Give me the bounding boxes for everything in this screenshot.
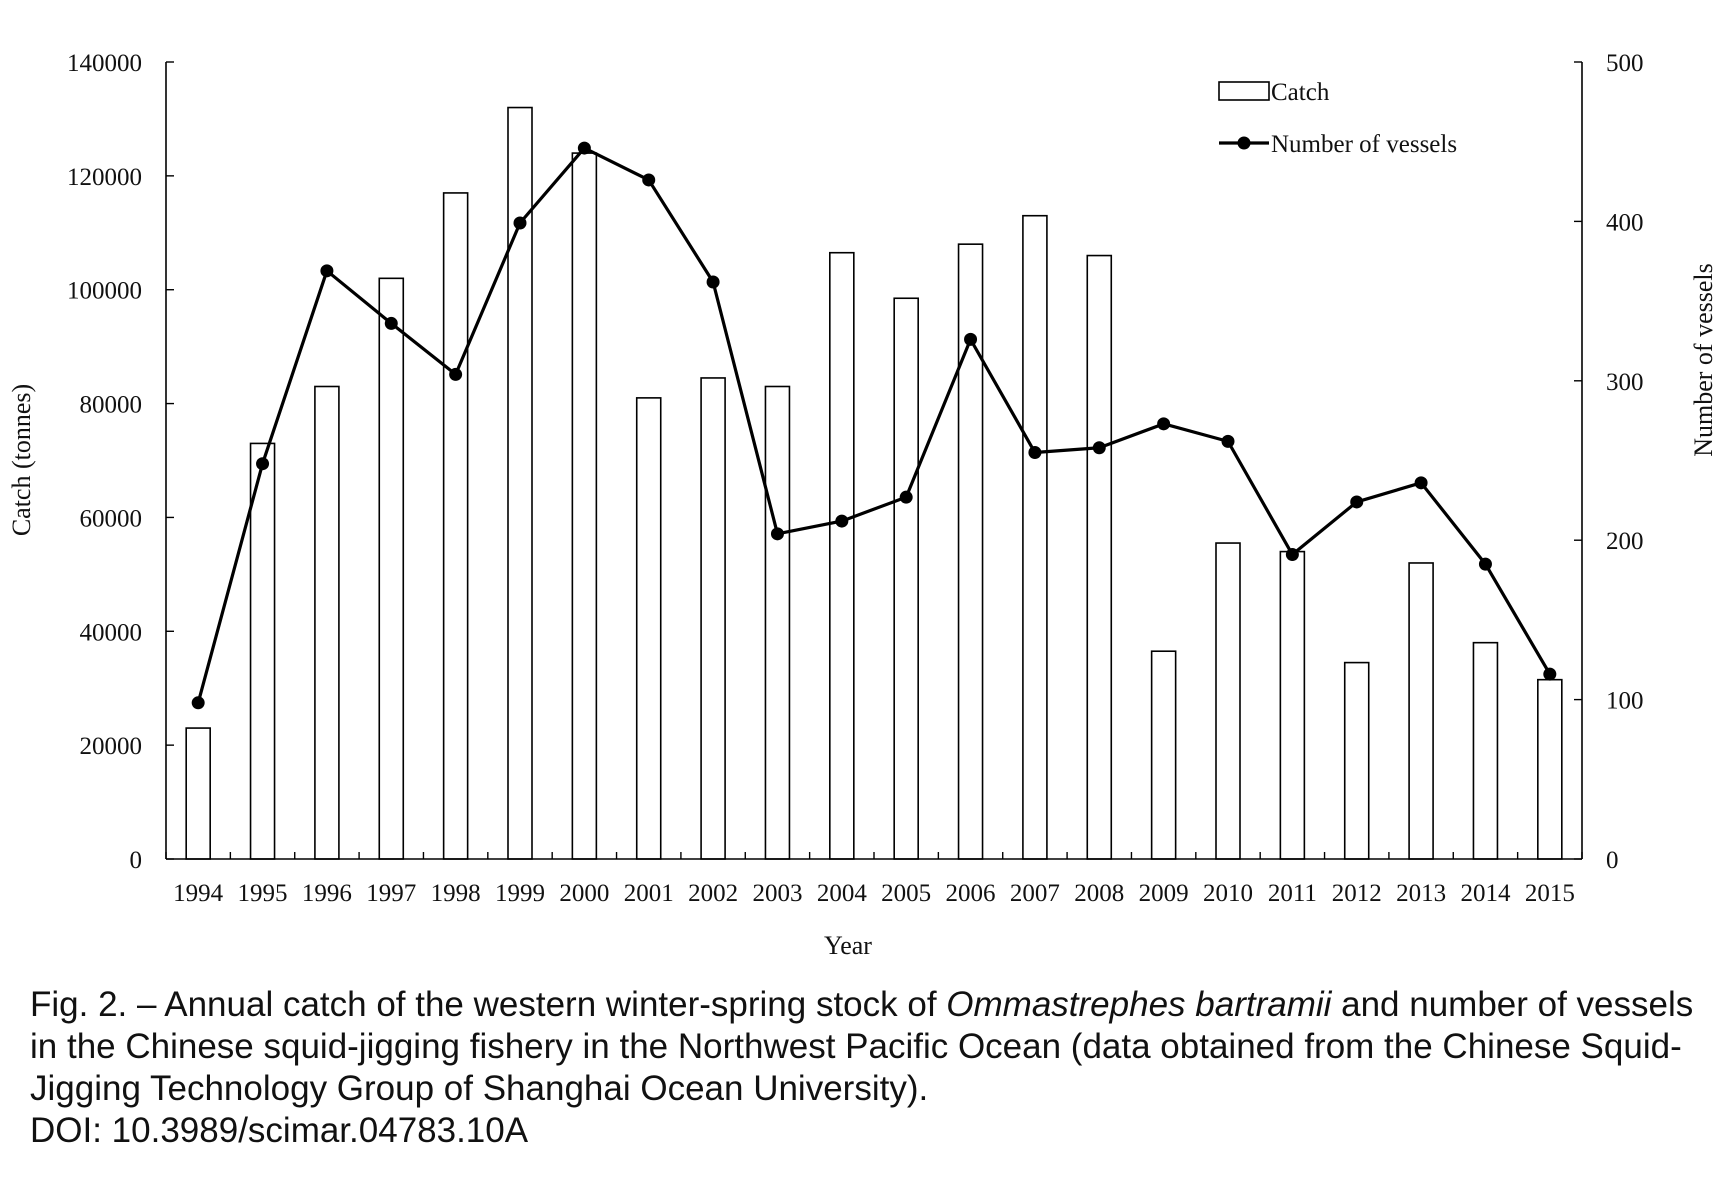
- point-vessels-2008: [1092, 441, 1106, 455]
- point-vessels-2000: [577, 141, 591, 155]
- y-tick-label-right: 100: [1606, 688, 1644, 715]
- y-tick-label-left: 60000: [80, 505, 143, 532]
- y-tick-label-left: 120000: [67, 164, 142, 191]
- point-vessels-2014: [1478, 557, 1492, 571]
- x-tick-label-1995: 1995: [238, 880, 288, 907]
- y-tick-label-right: 300: [1606, 369, 1644, 396]
- point-vessels-2011: [1285, 548, 1299, 562]
- y-axis-title-left: Catch (tonnes): [7, 384, 36, 536]
- bar-catch-1998: [442, 192, 469, 860]
- bar-catch-2012: [1343, 661, 1370, 860]
- y-tick-label-left: 80000: [80, 392, 143, 419]
- x-tick-label-1997: 1997: [366, 880, 416, 907]
- bar-catch-2009: [1150, 650, 1177, 860]
- y-tick-label-left: 100000: [67, 278, 142, 305]
- point-vessels-2013: [1414, 476, 1428, 490]
- legend-label-catch: Catch: [1271, 79, 1330, 106]
- x-tick-label-2015: 2015: [1525, 880, 1575, 907]
- x-tick-label-2006: 2006: [946, 880, 996, 907]
- x-tick-label-2008: 2008: [1074, 880, 1124, 907]
- caption-suffix: and number of vessels in the Chinese squ…: [30, 985, 1694, 1108]
- x-tick-label-1999: 1999: [495, 880, 545, 907]
- point-vessels-2002: [706, 275, 720, 289]
- point-vessels-2015: [1543, 667, 1557, 681]
- bar-catch-2001: [635, 397, 662, 860]
- bar-catch-2014: [1472, 641, 1499, 860]
- x-tick-label-1998: 1998: [431, 880, 481, 907]
- point-vessels-1997: [384, 316, 398, 330]
- point-vessels-1995: [256, 457, 270, 471]
- point-vessels-2006: [964, 332, 978, 346]
- caption-prefix: Fig. 2. – Annual catch of the western wi…: [30, 985, 947, 1024]
- caption-text: Fig. 2. – Annual catch of the western wi…: [30, 984, 1720, 1110]
- point-vessels-1994: [191, 696, 205, 710]
- legend-swatch-catch: [1218, 81, 1270, 101]
- point-vessels-1999: [513, 216, 527, 230]
- bar-catch-2008: [1086, 254, 1113, 860]
- x-tick-label-2010: 2010: [1203, 880, 1253, 907]
- bar-catch-1994: [185, 727, 211, 860]
- bar-catch-1997: [378, 277, 405, 860]
- point-vessels-2005: [899, 490, 913, 504]
- bar-catch-1999: [507, 106, 533, 860]
- point-vessels-2003: [770, 527, 784, 541]
- x-tick-label-2013: 2013: [1396, 880, 1446, 907]
- y-axis-title-right: Number of vessels: [1689, 263, 1718, 457]
- y-tick-label-right: 0: [1606, 847, 1619, 874]
- dual-axis-chart: 1994 1995 1996 1997 1998 1999 2000 2001 2002 2003…: [7, 50, 1718, 960]
- bar-catch-2007: [1022, 214, 1048, 860]
- x-axis-title: Year: [824, 931, 872, 960]
- y-tick-label-left: 40000: [80, 619, 143, 646]
- bar-catch-2002: [700, 377, 726, 860]
- figure-caption: Fig. 2. – Annual catch of the western wi…: [30, 984, 1720, 1152]
- y-tick-label-left: 140000: [67, 50, 142, 77]
- bar-catch-2011: [1279, 550, 1306, 860]
- point-vessels-2010: [1221, 434, 1235, 448]
- caption-species: Ommastrephes bartramii: [946, 985, 1332, 1024]
- point-vessels-2007: [1028, 446, 1042, 460]
- bar-catch-2015: [1537, 678, 1563, 860]
- bar-catch-1995: [249, 442, 276, 860]
- x-tick-label-2005: 2005: [881, 880, 931, 907]
- bar-catch-2004: [829, 251, 855, 860]
- x-tick-label-2000: 2000: [559, 880, 609, 907]
- line-number-of-vessels: [196, 146, 1552, 704]
- point-vessels-2012: [1350, 495, 1364, 509]
- bar-catch-2005: [893, 297, 919, 860]
- x-tick-label-1996: 1996: [302, 880, 352, 907]
- bar-catch-2003: [764, 385, 791, 860]
- x-tick-label-2004: 2004: [817, 880, 868, 907]
- bar-catch-2010: [1215, 542, 1241, 860]
- bar-catch-1996: [314, 385, 340, 860]
- legend-marker-vessels: [1237, 136, 1251, 150]
- x-tick-label-2014: 2014: [1460, 880, 1511, 907]
- point-vessels-2001: [642, 173, 656, 187]
- point-vessels-2009: [1157, 417, 1171, 431]
- bar-catch-2000: [571, 152, 598, 860]
- y-tick-label-right: 400: [1606, 209, 1644, 236]
- y-tick-label-right: 500: [1606, 50, 1644, 77]
- y-tick-label-right: 200: [1606, 528, 1644, 555]
- x-tick-label-2011: 2011: [1268, 880, 1317, 907]
- legend-label-vessels: Number of vessels: [1271, 131, 1457, 158]
- bar-catch-2013: [1408, 562, 1434, 860]
- x-tick-label-2003: 2003: [752, 880, 802, 907]
- point-vessels-2004: [835, 514, 849, 528]
- y-tick-label-left: 20000: [80, 733, 143, 760]
- x-tick-label-2007: 2007: [1010, 880, 1060, 907]
- point-vessels-1996: [320, 264, 334, 278]
- x-tick-label-2012: 2012: [1332, 880, 1382, 907]
- x-tick-label-2001: 2001: [624, 880, 674, 907]
- x-tick-label-2002: 2002: [688, 880, 738, 907]
- x-tick-label-2009: 2009: [1139, 880, 1189, 907]
- caption-doi: DOI: 10.3989/scimar.04783.10A: [30, 1111, 529, 1150]
- y-tick-label-left: 0: [130, 847, 143, 874]
- x-tick-label-1994: 1994: [173, 880, 224, 907]
- point-vessels-1998: [449, 367, 463, 381]
